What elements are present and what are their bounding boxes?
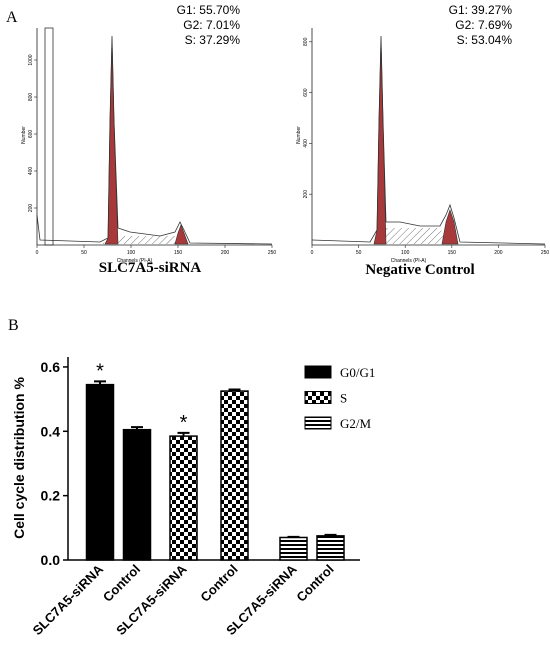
x-tick-label: Control <box>197 562 240 605</box>
bar <box>316 535 345 561</box>
x-tick-label: 100 <box>401 250 410 256</box>
legend-label: G0/G1 <box>340 365 375 380</box>
stat-label: G2: 7.69% <box>455 18 512 32</box>
x-tick-label: 50 <box>356 250 362 256</box>
y-tick-label: 0.4 <box>41 423 61 439</box>
y-tick-label: 200 <box>28 204 34 213</box>
x-tick-label: 50 <box>81 250 87 256</box>
y-tick-label: 0.2 <box>41 488 61 504</box>
bar <box>85 383 115 561</box>
legend-swatch <box>304 365 332 379</box>
bar <box>279 536 308 561</box>
annotation: * <box>180 412 188 434</box>
bar <box>220 390 249 561</box>
y-tick-label: 400 <box>28 167 34 176</box>
error-bar <box>94 380 106 385</box>
y-tick-label: 600 <box>303 88 309 97</box>
legend-swatch <box>304 416 332 430</box>
bar <box>122 428 152 561</box>
x-tick-label: Control <box>100 562 143 605</box>
legend-label: G2/M <box>340 416 372 431</box>
y-tick-label: 800 <box>28 93 34 102</box>
x-tick-label: Control <box>293 562 336 605</box>
x-tick-label: SLC7A5-siRNA <box>30 561 107 638</box>
x-tick-label: 0 <box>311 250 314 256</box>
y-tick-label: 0.0 <box>41 552 61 568</box>
y-axis-label: Number <box>296 126 302 144</box>
error-bar <box>324 533 337 536</box>
histogram-right <box>311 28 546 246</box>
error-bar <box>228 388 241 392</box>
y-tick-label: 0.6 <box>41 359 61 375</box>
stat-label: S: 53.04% <box>457 33 513 47</box>
legend-label: S <box>340 391 347 406</box>
histogram-left <box>36 27 273 246</box>
x-tick-label: 150 <box>174 250 183 256</box>
y-tick-label: 600 <box>28 130 34 139</box>
x-axis-label: Channels (PI-A) <box>117 258 153 264</box>
error-bar <box>131 426 143 430</box>
stat-label: G1: 39.27% <box>449 3 513 17</box>
y-tick-label: 400 <box>303 139 309 148</box>
x-tick-label: 0 <box>36 250 39 256</box>
error-bar <box>177 431 190 437</box>
x-axis-label: Channels (PI-A) <box>391 258 427 264</box>
legend-swatch <box>304 391 332 404</box>
panel-label: B <box>8 317 19 334</box>
histogram-title: SLC7A5-siRNA <box>99 260 202 276</box>
y-tick-label: 200 <box>303 190 309 199</box>
histogram-title: Negative Control <box>365 262 474 278</box>
x-tick-label: 250 <box>541 250 550 256</box>
bar <box>169 435 198 561</box>
stat-label: G1: 55.70% <box>177 3 241 17</box>
stat-label: G2: 7.01% <box>183 18 240 32</box>
x-tick-label: 200 <box>221 250 230 256</box>
x-tick-label: 150 <box>448 250 457 256</box>
x-tick-label: 200 <box>494 250 503 256</box>
error-bar <box>287 535 300 538</box>
x-tick-label: 100 <box>127 250 136 256</box>
y-tick-label: 800 <box>303 37 309 46</box>
x-tick-label: 250 <box>268 250 277 256</box>
y-tick-label: 1000 <box>28 54 34 65</box>
stat-label: S: 37.29% <box>185 33 241 47</box>
annotation: * <box>96 360 104 382</box>
y-axis-label: Number <box>21 126 27 144</box>
y-axis-label: Cell cycle distribution % <box>11 377 27 539</box>
panel-label: A <box>6 9 18 26</box>
